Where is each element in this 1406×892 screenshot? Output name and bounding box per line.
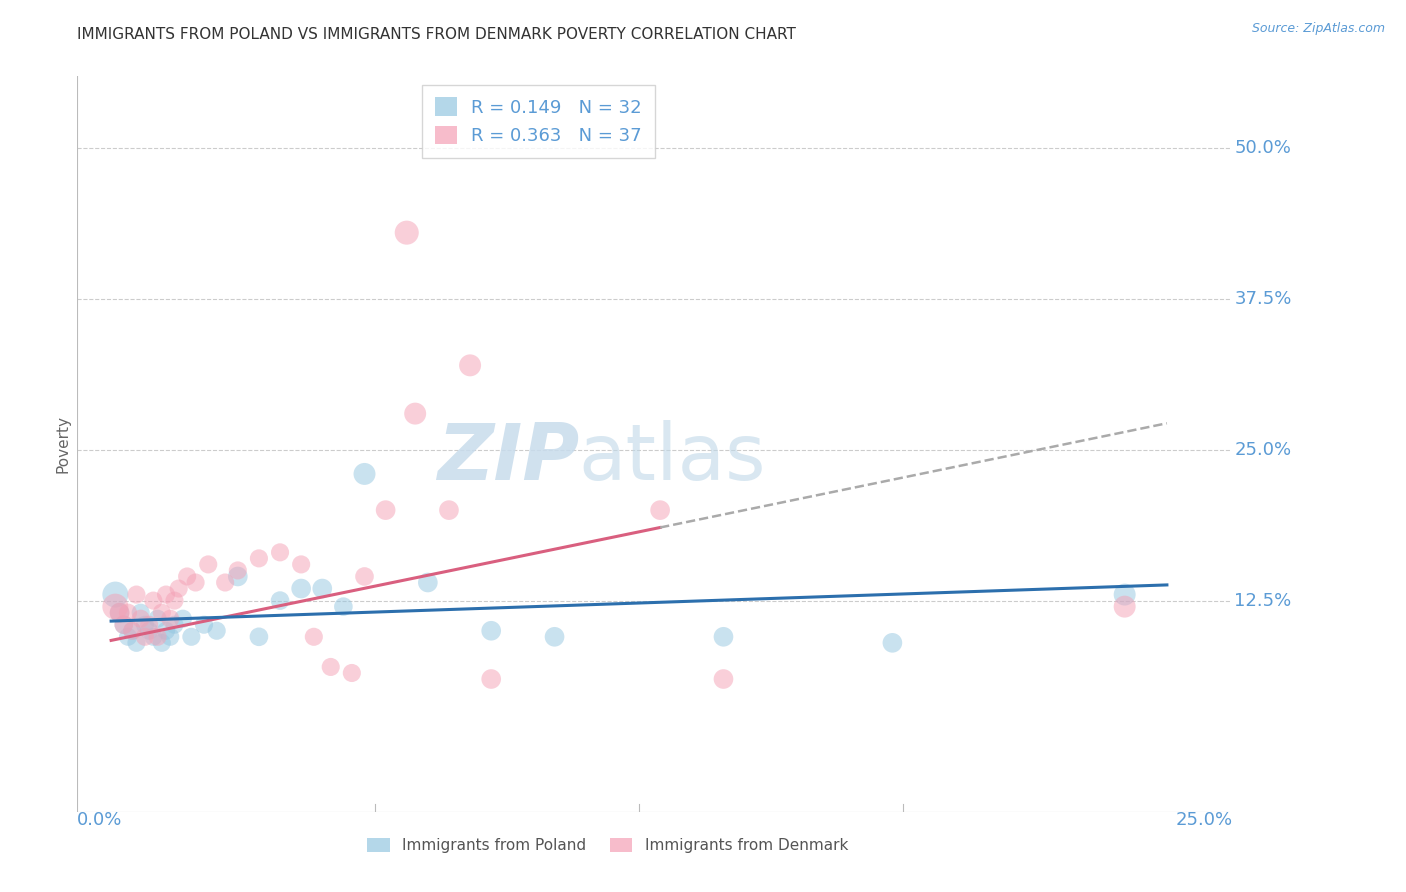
Point [142,630,165,644]
Point [269,545,291,559]
Point [311,582,333,596]
Point [129,606,152,620]
Point [176,569,198,583]
Point [374,503,396,517]
Point [404,407,426,421]
Point [319,660,342,674]
Point [112,617,135,632]
Point [184,575,207,590]
Point [437,503,460,517]
Point [146,630,169,644]
Point [1114,588,1136,602]
Point [214,575,236,590]
Point [353,467,375,481]
Point [155,624,177,638]
Point [129,612,152,626]
Text: 25.0%: 25.0% [1234,441,1292,458]
Point [125,636,148,650]
Point [138,617,160,632]
Text: 37.5%: 37.5% [1234,290,1292,308]
Legend: Immigrants from Poland, Immigrants from Denmark: Immigrants from Poland, Immigrants from … [361,832,853,859]
Text: Source: ZipAtlas.com: Source: ZipAtlas.com [1251,22,1385,36]
Text: IMMIGRANTS FROM POLAND VS IMMIGRANTS FROM DENMARK POVERTY CORRELATION CHART: IMMIGRANTS FROM POLAND VS IMMIGRANTS FRO… [77,27,796,42]
Point [226,564,249,578]
Point [269,593,291,607]
Point [458,359,481,373]
Point [150,606,173,620]
Y-axis label: Poverty: Poverty [55,415,70,473]
Point [180,630,202,644]
Point [159,630,181,644]
Point [197,558,219,572]
Point [713,672,735,686]
Point [104,599,127,614]
Point [167,582,190,596]
Point [247,551,270,566]
Text: 25.0%: 25.0% [1175,811,1233,829]
Point [290,558,312,572]
Point [125,588,148,602]
Point [247,630,270,644]
Point [104,588,127,602]
Point [205,624,228,638]
Point [332,599,354,614]
Text: 0.0%: 0.0% [77,811,122,829]
Text: 50.0%: 50.0% [1234,139,1291,157]
Point [163,593,186,607]
Text: 12.5%: 12.5% [1234,591,1292,609]
Point [138,624,160,638]
Point [395,226,418,240]
Point [155,588,177,602]
Point [353,569,375,583]
Point [134,630,156,644]
Point [117,606,139,620]
Point [479,624,502,638]
Point [172,612,194,626]
Point [108,606,131,620]
Point [150,636,173,650]
Point [108,606,131,620]
Point [1114,599,1136,614]
Point [416,575,439,590]
Point [340,665,363,680]
Point [121,624,143,638]
Text: atlas: atlas [579,420,766,497]
Point [134,617,156,632]
Point [882,636,904,650]
Text: ZIP: ZIP [437,420,579,497]
Point [479,672,502,686]
Point [290,582,312,596]
Point [159,612,181,626]
Point [713,630,735,644]
Point [543,630,565,644]
Point [193,617,215,632]
Point [146,612,169,626]
Point [117,630,139,644]
Point [226,569,249,583]
Point [112,617,135,632]
Point [121,624,143,638]
Point [142,593,165,607]
Point [163,617,186,632]
Point [650,503,672,517]
Point [302,630,325,644]
